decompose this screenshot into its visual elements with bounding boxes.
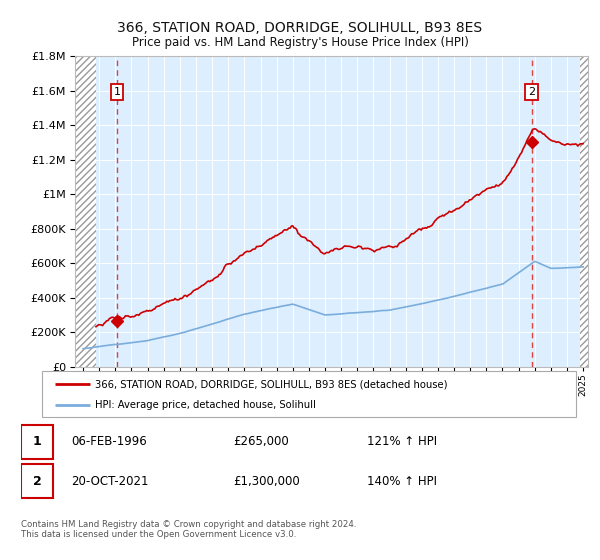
Text: 20-OCT-2021: 20-OCT-2021 <box>71 474 149 488</box>
Text: HPI: Average price, detached house, Solihull: HPI: Average price, detached house, Soli… <box>95 400 316 410</box>
Text: 366, STATION ROAD, DORRIDGE, SOLIHULL, B93 8ES (detached house): 366, STATION ROAD, DORRIDGE, SOLIHULL, B… <box>95 379 448 389</box>
Text: 2: 2 <box>528 87 535 97</box>
Text: Contains HM Land Registry data © Crown copyright and database right 2024.
This d: Contains HM Land Registry data © Crown c… <box>21 520 356 539</box>
FancyBboxPatch shape <box>21 464 53 498</box>
FancyBboxPatch shape <box>21 425 53 459</box>
Text: 06-FEB-1996: 06-FEB-1996 <box>71 435 147 449</box>
FancyBboxPatch shape <box>42 371 576 417</box>
Bar <box>75 56 96 367</box>
Text: 140% ↑ HPI: 140% ↑ HPI <box>367 474 437 488</box>
Text: Price paid vs. HM Land Registry's House Price Index (HPI): Price paid vs. HM Land Registry's House … <box>131 36 469 49</box>
Text: 121% ↑ HPI: 121% ↑ HPI <box>367 435 437 449</box>
Bar <box>580 56 588 367</box>
Text: 366, STATION ROAD, DORRIDGE, SOLIHULL, B93 8ES: 366, STATION ROAD, DORRIDGE, SOLIHULL, B… <box>118 21 482 35</box>
Text: £265,000: £265,000 <box>233 435 289 449</box>
Text: 2: 2 <box>33 474 41 488</box>
Text: 1: 1 <box>33 435 41 449</box>
Text: £1,300,000: £1,300,000 <box>233 474 300 488</box>
Text: 1: 1 <box>113 87 121 97</box>
